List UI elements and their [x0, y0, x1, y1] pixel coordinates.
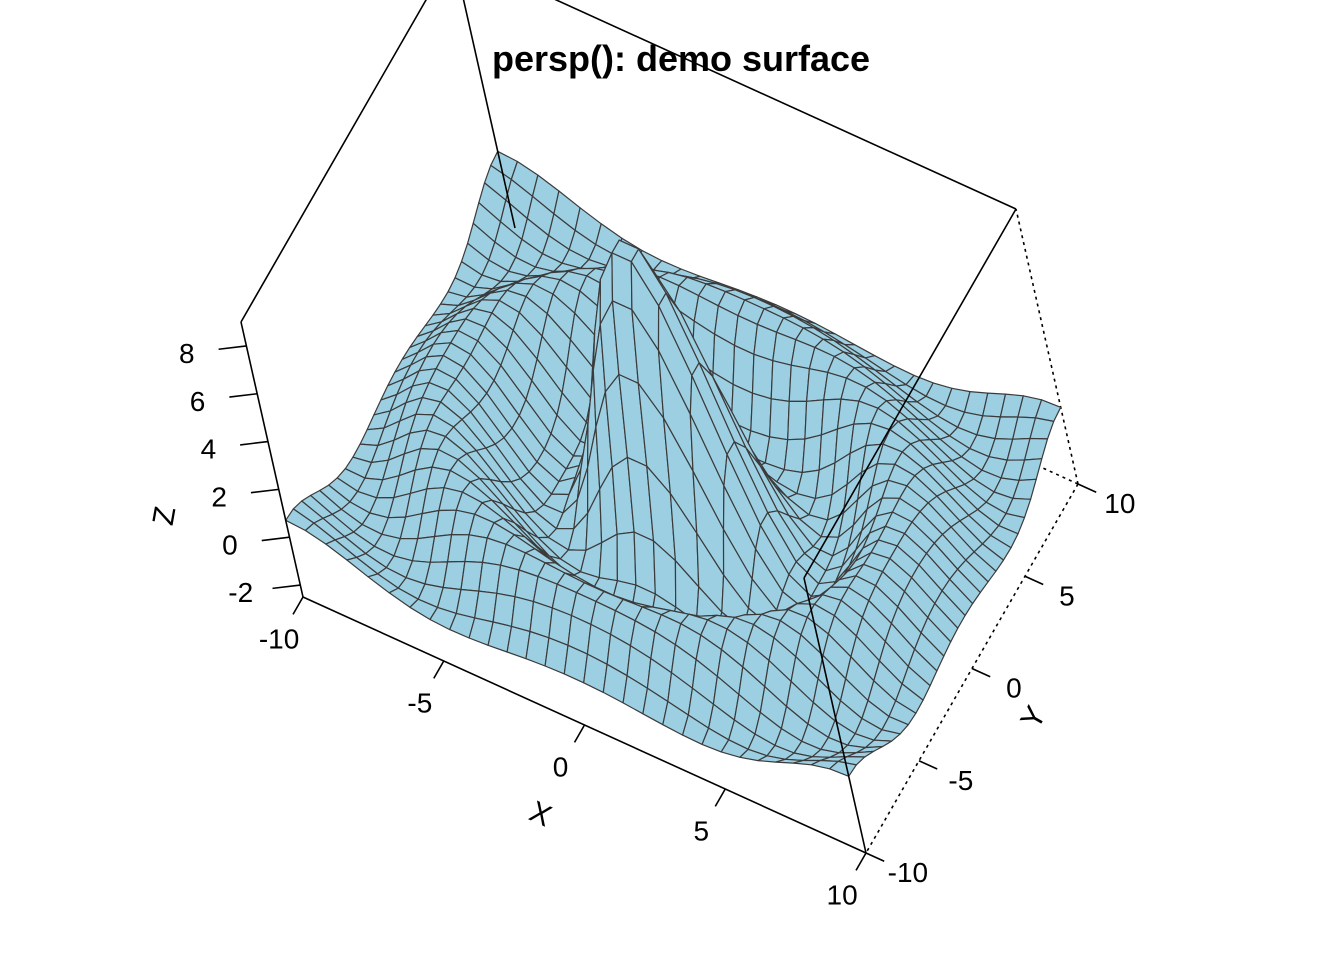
z-axis-tick-label: 8 [179, 338, 195, 369]
z-axis-tick [261, 536, 290, 542]
z-axis-tick-label: 4 [201, 434, 217, 465]
surface-mesh [285, 150, 1062, 777]
z-axis-tick [272, 584, 301, 590]
box-edge [803, 577, 867, 854]
z-axis-tick [240, 440, 269, 446]
surface-facet [633, 531, 656, 595]
y-axis-tick [1024, 575, 1044, 586]
surface-facet [770, 360, 792, 402]
y-axis-label: Y [1014, 701, 1053, 735]
surface-facet [801, 434, 823, 474]
x-axis-tick-label: 0 [553, 752, 569, 783]
surface-facet [611, 252, 633, 311]
x-axis-tick-label: 5 [694, 816, 710, 847]
x-axis-tick-label: -5 [407, 688, 432, 719]
z-axis-tick-label: -2 [228, 577, 253, 608]
y-axis-tick-label: 5 [1059, 580, 1075, 611]
y-axis-tick-label: -10 [888, 857, 928, 888]
z-axis-tick-label: 2 [211, 482, 227, 513]
surface-facet [788, 364, 811, 402]
surface-facet [783, 438, 806, 474]
x-axis-tick-label: -10 [259, 624, 299, 655]
box-edge-hidden [1015, 208, 1079, 485]
z-axis-label: Z [147, 504, 183, 528]
z-axis-tick-label: 0 [222, 529, 238, 560]
box-edge [803, 208, 1017, 579]
z-axis-tick [229, 392, 258, 398]
x-axis-label: X [525, 795, 557, 833]
chart-title: persp(): demo surface [492, 38, 870, 79]
y-axis-tick [971, 667, 991, 678]
box-edge [462, 0, 516, 229]
surface-facet [750, 392, 772, 438]
y-axis-tick [865, 852, 885, 863]
box-edge [240, 321, 304, 598]
x-axis-tick-label: 10 [827, 880, 858, 911]
x-axis-tick [433, 660, 445, 679]
surface-facet [751, 353, 774, 400]
box-edge [554, 0, 1017, 210]
y-axis-tick-label: 10 [1104, 488, 1135, 519]
surface-facet [616, 531, 637, 586]
y-axis-tick [918, 760, 938, 770]
x-axis-tick [292, 596, 304, 615]
y-axis-tick-label: -5 [948, 765, 973, 796]
y-axis-tick [1077, 483, 1097, 494]
x-axis-tick [855, 852, 867, 871]
box-edge [240, 0, 427, 323]
surface-facet [787, 400, 808, 441]
z-axis-tick [250, 488, 279, 494]
z-axis-tick [218, 345, 247, 351]
x-axis-tick [573, 724, 586, 743]
axes: -10 -5 0 5 10 -10 -5 0 5 10 -2 0 2 4 6 8 X Y Z [147, 338, 1136, 911]
surface-facet [828, 760, 857, 777]
y-axis-tick-label: 0 [1006, 673, 1022, 704]
z-axis-tick-label: 6 [190, 386, 206, 417]
x-axis-tick [714, 788, 726, 807]
surface-facet [768, 398, 790, 441]
surface-facet [804, 399, 825, 440]
